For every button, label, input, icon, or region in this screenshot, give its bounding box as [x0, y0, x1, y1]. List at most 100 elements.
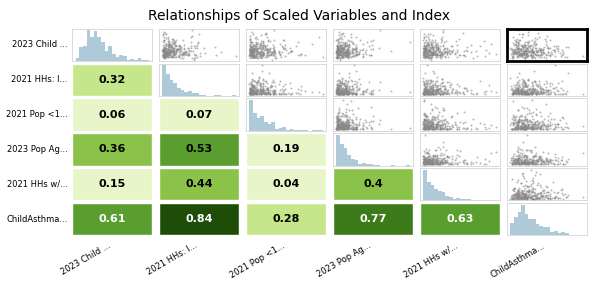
Point	[249, 47, 258, 52]
Point	[513, 195, 523, 200]
Point	[526, 53, 536, 57]
Point	[524, 38, 534, 43]
Point	[517, 148, 527, 153]
Point	[530, 154, 539, 158]
Point	[442, 155, 452, 159]
Point	[427, 44, 437, 48]
Point	[434, 87, 443, 92]
Point	[515, 51, 524, 56]
Point	[250, 90, 260, 95]
Point	[420, 90, 429, 94]
Point	[246, 82, 256, 86]
Point	[516, 157, 526, 162]
Point	[539, 162, 548, 166]
Point	[250, 79, 259, 84]
Point	[435, 147, 445, 152]
Point	[425, 53, 434, 58]
Point	[351, 45, 361, 50]
Point	[518, 161, 527, 166]
Point	[168, 46, 178, 50]
Point	[423, 150, 432, 154]
Point	[509, 158, 519, 162]
Point	[544, 193, 553, 198]
Point	[337, 120, 346, 125]
Point	[335, 49, 345, 54]
Point	[334, 124, 343, 129]
Point	[341, 79, 351, 83]
Point	[522, 196, 531, 201]
Point	[519, 81, 528, 85]
Point	[250, 54, 259, 59]
Point	[280, 82, 290, 86]
Point	[534, 196, 543, 201]
Point	[438, 106, 448, 111]
Point	[251, 55, 261, 59]
Point	[419, 157, 429, 162]
Point	[521, 124, 530, 128]
Point	[424, 117, 434, 122]
Point	[334, 83, 343, 87]
Point	[434, 110, 444, 114]
Point	[425, 161, 434, 166]
Point	[519, 127, 529, 131]
Point	[365, 79, 374, 84]
Point	[296, 53, 305, 57]
Point	[437, 124, 446, 129]
Point	[529, 55, 539, 59]
Point	[342, 89, 352, 94]
Point	[521, 92, 530, 97]
Point	[531, 126, 540, 131]
Point	[276, 55, 286, 59]
Point	[530, 153, 540, 157]
Point	[539, 87, 548, 91]
Point	[523, 125, 533, 130]
Point	[525, 159, 534, 164]
Point	[420, 55, 429, 59]
Bar	[86, 30, 90, 61]
Point	[160, 49, 170, 53]
Point	[438, 157, 447, 161]
Point	[522, 84, 531, 89]
Point	[167, 46, 177, 51]
Point	[521, 159, 530, 164]
Point	[420, 157, 429, 162]
Point	[519, 52, 528, 56]
Point	[332, 86, 341, 91]
Point	[343, 92, 353, 96]
Point	[246, 89, 256, 93]
Point	[515, 196, 524, 201]
Point	[545, 158, 555, 162]
Point	[517, 195, 527, 200]
Point	[523, 48, 533, 52]
Point	[332, 46, 342, 50]
Point	[512, 193, 521, 198]
Point	[257, 54, 267, 59]
Point	[509, 121, 518, 125]
Point	[481, 47, 491, 52]
Point	[420, 161, 430, 166]
Point	[423, 90, 433, 94]
Point	[434, 50, 444, 55]
Point	[507, 47, 517, 52]
Point	[507, 55, 516, 60]
Point	[247, 78, 257, 83]
Point	[435, 92, 445, 96]
Point	[446, 126, 455, 130]
Point	[338, 86, 348, 90]
Point	[537, 119, 547, 124]
Point	[523, 42, 533, 47]
Point	[523, 161, 533, 165]
X-axis label: 2021 Pop <1...: 2021 Pop <1...	[228, 241, 286, 280]
Point	[425, 85, 435, 89]
Point	[530, 197, 540, 201]
Point	[452, 162, 461, 166]
Point	[513, 127, 523, 131]
Point	[512, 82, 522, 86]
Point	[533, 196, 543, 200]
Point	[332, 89, 341, 94]
Point	[453, 127, 462, 131]
Point	[512, 194, 522, 199]
Point	[432, 41, 442, 45]
Point	[433, 86, 443, 90]
Point	[515, 49, 524, 53]
